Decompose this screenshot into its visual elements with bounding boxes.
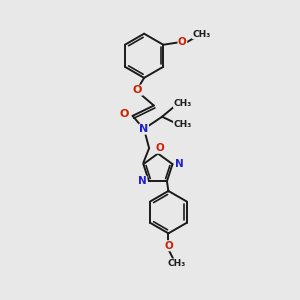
Text: CH₃: CH₃ xyxy=(192,30,211,39)
Text: CH₃: CH₃ xyxy=(167,259,186,268)
Text: N: N xyxy=(138,176,147,186)
Text: O: O xyxy=(156,143,165,153)
Text: CH₃: CH₃ xyxy=(174,99,192,108)
Text: N: N xyxy=(139,124,148,134)
Text: O: O xyxy=(164,241,173,251)
Text: N: N xyxy=(175,159,183,169)
Text: O: O xyxy=(178,38,187,47)
Text: CH₃: CH₃ xyxy=(174,121,192,130)
Text: O: O xyxy=(133,85,142,95)
Text: O: O xyxy=(120,110,129,119)
